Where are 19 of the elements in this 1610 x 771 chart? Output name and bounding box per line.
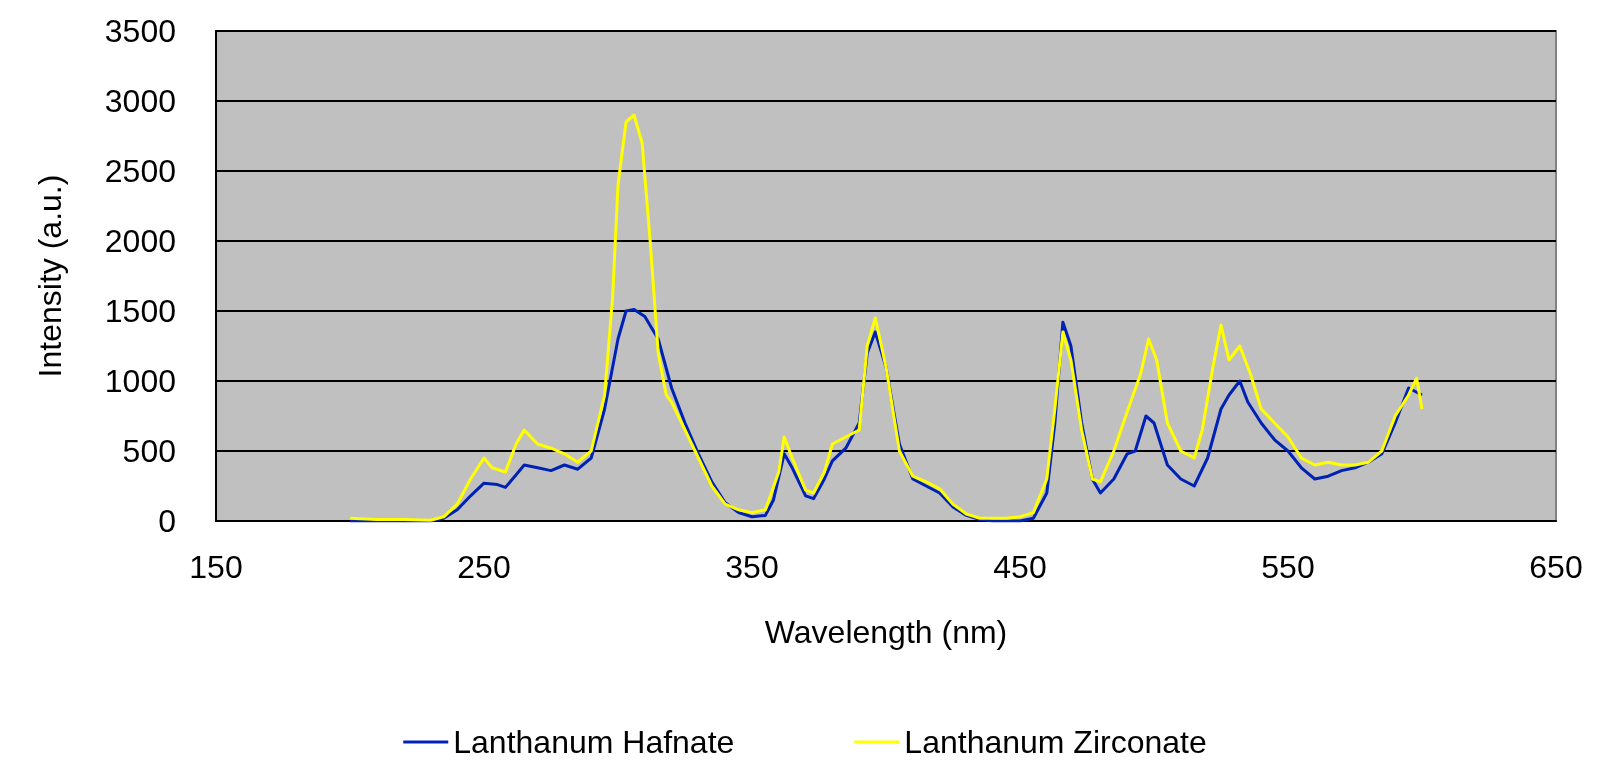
y-tick-label: 2500 [104, 153, 176, 189]
x-tick-label: 150 [189, 549, 243, 585]
x-tick-label: 650 [1529, 549, 1583, 585]
x-tick-label: 550 [1261, 549, 1315, 585]
x-tick-label: 350 [725, 549, 779, 585]
x-axis-title: Wavelength (nm) [764, 614, 1008, 650]
x-tick-label: 250 [457, 549, 511, 585]
y-tick-label: 3000 [104, 83, 176, 119]
y-tick-label: 1500 [104, 293, 176, 329]
x-tick-label: 450 [993, 549, 1047, 585]
line-series [348, 113, 1424, 522]
y-tick-label: 2000 [104, 223, 176, 259]
y-tick-label: 500 [122, 433, 176, 469]
y-tick-label: 0 [158, 503, 176, 539]
y-axis-title: Intensity (a.u.) [32, 174, 68, 378]
y-tick-label: 3500 [104, 13, 176, 49]
legend-label: Lanthanum Hafnate [453, 724, 735, 760]
y-tick-label: 1000 [104, 363, 176, 399]
legend-label: Lanthanum Zirconate [904, 724, 1207, 760]
